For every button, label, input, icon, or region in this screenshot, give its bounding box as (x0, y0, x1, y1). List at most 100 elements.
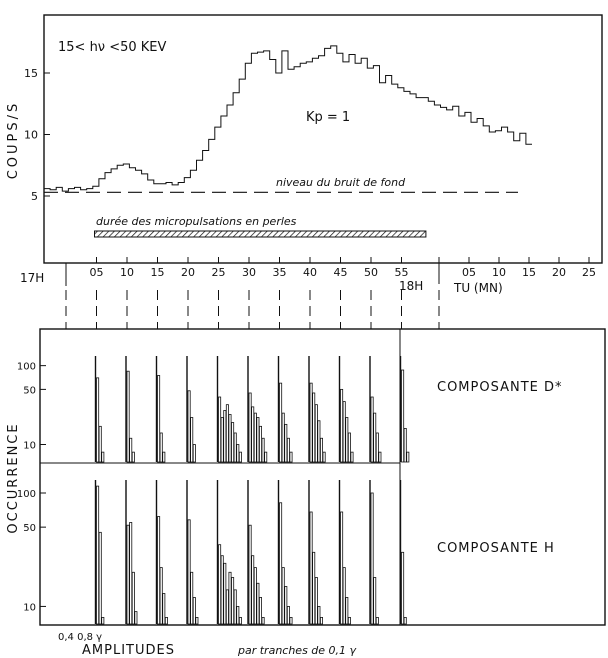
occurrence-bar (101, 451, 105, 463)
occurrence-y-tick-label: 100 (17, 362, 36, 373)
occurrence-bar (238, 451, 242, 463)
occurrence-bar (164, 617, 168, 625)
occurrence-bar (373, 412, 377, 463)
occurrence-bar (345, 417, 349, 463)
occurrence-bar (223, 562, 227, 625)
top-x-tick-label: 05 (90, 266, 104, 279)
occurrence-bar (225, 404, 229, 463)
occurrence-y-tick-label: 100 (17, 489, 36, 500)
occurrence-bar (231, 577, 235, 625)
top-y-tick-label: 15 (24, 67, 38, 80)
count-rate-line (44, 45, 532, 192)
occurrence-bar (279, 382, 283, 463)
occurrence-bar (228, 571, 232, 625)
occurrence-bar (261, 617, 265, 625)
occurrence-bar (129, 437, 133, 463)
occurrence-bar (370, 492, 374, 625)
occurrence-bar (261, 437, 265, 463)
background-level-label: niveau du bruit de fond (276, 176, 406, 189)
occurrence-bar (314, 577, 318, 625)
occurrence-bar (286, 606, 290, 625)
occurrence-bar (312, 392, 316, 463)
top-x-tick-label: 05 (462, 266, 476, 279)
occurrence-bar (317, 420, 321, 463)
top-x-tick-label: 10 (120, 266, 134, 279)
occurrence-bar (187, 390, 191, 463)
middle-y-ticks: 10 50 100 (17, 362, 46, 452)
occurrence-y-tick-label: 10 (23, 602, 36, 613)
occurrence-bar (159, 567, 163, 625)
top-x-tick-label: 35 (273, 266, 287, 279)
occurrence-bar (264, 451, 268, 463)
occurrence-bar (289, 617, 293, 625)
occurrence-bar (233, 432, 237, 463)
hour-label-17h: 17H (20, 271, 44, 285)
top-x-tick-label: 10 (492, 266, 506, 279)
occurrence-bar (190, 417, 194, 463)
occurrence-bar (157, 516, 161, 625)
occurrence-bar (347, 432, 351, 463)
top-x-tick-label: 25 (582, 266, 596, 279)
occurrence-bar (96, 377, 100, 463)
occurrence-bar (131, 451, 135, 463)
occurrence-bar (375, 432, 379, 463)
top-x-tick-label: 15 (151, 266, 165, 279)
energy-annotation: 15< hν <50 KEV (58, 40, 167, 55)
occurrence-bar (309, 511, 313, 625)
occurrence-bar (162, 451, 166, 463)
occurrence-bar (238, 617, 242, 625)
occurrence-bar (223, 410, 227, 463)
occurrence-bar (258, 425, 262, 463)
composante-h-label: COMPOSANTE H (437, 541, 555, 556)
occurrence-bar (378, 451, 382, 463)
top-y-axis-label: COUPS/S (6, 101, 21, 180)
occurrence-bar (129, 522, 133, 625)
occurrence-bar (98, 425, 102, 463)
occurrence-frame (39, 328, 606, 626)
occurrence-bar (340, 388, 344, 463)
occurrence-bar (218, 396, 222, 463)
top-x-tick-label: 40 (303, 266, 317, 279)
top-panel: COUPS/S 5 10 15 15< hν <50 KEV Kp = 1 nive… (6, 14, 603, 295)
occurrence-bar (253, 567, 257, 625)
top-x-tick-label: 25 (212, 266, 226, 279)
occurrence-bar (322, 451, 326, 463)
occurrence-bar (345, 597, 349, 625)
occurrence-axis-label: OCCURRENCE (6, 422, 21, 533)
occurrence-bar (406, 451, 410, 463)
top-x-tick-label: 15 (522, 266, 536, 279)
occurrence-bar (281, 567, 285, 625)
occurrence-bar (401, 369, 405, 463)
occurrence-bar (231, 422, 235, 463)
occurrence-bar (192, 597, 196, 625)
occurrence-bar (192, 444, 196, 463)
bottom-y-ticks: 10 50 100 (17, 489, 46, 613)
top-x-tick-label: 20 (181, 266, 195, 279)
occurrence-bar (157, 375, 161, 463)
occurrence-bar (375, 617, 379, 625)
occurrence-bar (236, 444, 240, 463)
occurrence-bar (236, 606, 240, 625)
occurrence-bar (228, 414, 232, 463)
occurrence-bar (126, 524, 130, 625)
occurrence-bar (126, 370, 130, 463)
occurrence-bar (251, 406, 255, 463)
top-x-tick-label: 20 (552, 266, 566, 279)
occurrence-y-tick-label: 50 (23, 385, 36, 396)
occurrence-bar (195, 617, 199, 625)
occurrence-bar (159, 432, 163, 463)
top-x-tick-label: 55 (395, 266, 409, 279)
occurrence-bar (251, 555, 255, 625)
occurrence-bar (281, 412, 285, 463)
top-y-tick-label: 5 (31, 190, 38, 203)
occurrence-bar (350, 451, 354, 463)
amplitude-axis-note: par tranches de 0,1 γ (237, 644, 357, 657)
occurrence-bar (248, 392, 252, 463)
top-x-tick-label: 50 (364, 266, 378, 279)
occurrence-bar (233, 589, 237, 625)
occurrence-bar (253, 412, 257, 463)
occurrence-bar (256, 582, 260, 625)
occurrence-bar (284, 423, 288, 463)
occurrence-bar (190, 571, 194, 625)
